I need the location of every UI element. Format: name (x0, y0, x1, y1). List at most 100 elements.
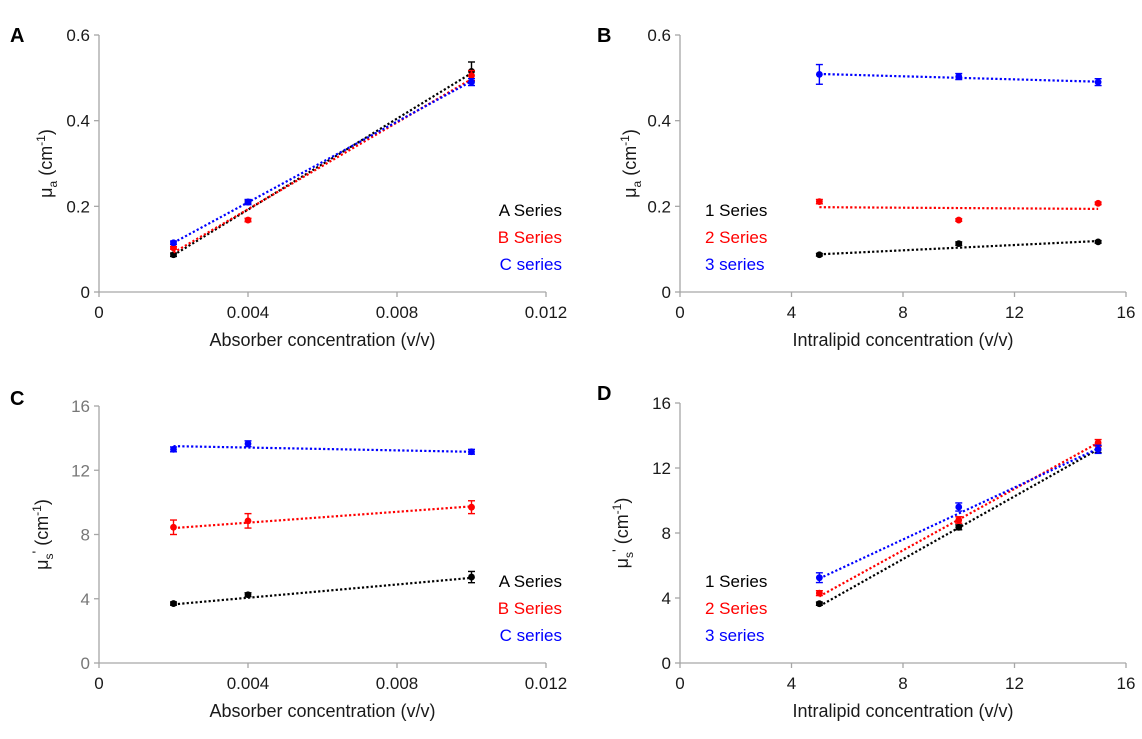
y-tick-label: 8 (662, 524, 671, 543)
y-tick-label: 0.6 (647, 26, 671, 45)
y-tick-label: 4 (81, 590, 90, 609)
y-axis-label: μa (cm-1) (34, 129, 60, 198)
trend-line (173, 445, 472, 453)
legend-entry: 3 series (705, 626, 765, 645)
x-axis-label: Intralipid concentration (v/v) (792, 330, 1013, 350)
y-tick-label: 0.4 (66, 112, 90, 131)
y-tick-label: 8 (81, 526, 90, 545)
y-tick-label: 0.2 (647, 197, 671, 216)
y-tick-label: 12 (652, 459, 671, 478)
y-axis-label-subscript: s (622, 552, 636, 558)
y-axis-label-unit-exponent: -1 (30, 505, 44, 516)
y-tick-label: 4 (662, 589, 671, 608)
panel-c: C 0 4 8 12 16 0 0.004 0.008 0.012 Absorber concent… (10, 388, 567, 721)
y-tick-label: 0 (662, 283, 671, 302)
x-tick-label: 8 (898, 303, 907, 322)
data-point (170, 239, 177, 247)
data-point (244, 216, 252, 224)
data-point (1094, 439, 1102, 447)
x-tick-label: 12 (1005, 674, 1024, 693)
data-point (244, 517, 252, 525)
data-point (170, 445, 177, 453)
y-axis-label-unit-close: ) (612, 498, 632, 504)
panel-letter: B (597, 25, 611, 47)
data-point (955, 523, 963, 531)
x-axis-label: Intralipid concentration (v/v) (792, 701, 1013, 721)
data-point (1094, 445, 1102, 453)
y-tick-label: 0.2 (66, 197, 90, 216)
y-axis-label-prime: ' (29, 551, 45, 554)
series-2 (815, 438, 1102, 598)
data-point (815, 574, 823, 582)
series-2 (815, 198, 1102, 224)
data-point (170, 251, 177, 259)
y-axis-label-prime: ' (609, 549, 625, 552)
data-point (244, 591, 252, 599)
data-point (955, 73, 963, 80)
data-point (955, 240, 963, 247)
data-point (815, 251, 823, 259)
data-point (244, 440, 252, 448)
x-tick-label: 0.012 (525, 303, 568, 322)
data-point (815, 589, 823, 597)
x-tick-label: 0 (675, 674, 684, 693)
x-tick-label: 4 (787, 303, 796, 322)
data-point (955, 216, 963, 224)
y-tick-label: 0.4 (647, 112, 671, 131)
data-point (170, 244, 177, 252)
panel-letter: D (597, 383, 611, 405)
legend-entry: 1 Series (705, 572, 767, 591)
series-2 (170, 500, 475, 536)
y-axis-label-subscript: a (46, 180, 60, 187)
y-axis-label: μa (cm-1) (618, 129, 644, 198)
x-tick-label: 8 (898, 674, 907, 693)
data-point (170, 523, 177, 531)
legend-entry: A Series (499, 201, 562, 220)
legend-entry: B Series (498, 228, 562, 247)
panel-letter: C (10, 388, 24, 410)
x-tick-label: 0.012 (525, 674, 568, 693)
series-3 (815, 63, 1102, 87)
data-point (1094, 199, 1102, 207)
legend-entry: 2 Series (705, 228, 767, 247)
series-3 (170, 77, 475, 247)
trend-line (819, 206, 1099, 211)
y-axis-label-symbol: μ (36, 187, 56, 197)
legend-entry: B Series (498, 599, 562, 618)
trend-line (818, 447, 1099, 580)
panel-d: D 0 4 8 12 16 0 4 8 12 16 Intralipid concentration … (597, 383, 1135, 721)
y-axis-label-unit-exponent: -1 (34, 135, 48, 146)
y-axis-label-unit-close: ) (36, 129, 56, 135)
legend-entry: A Series (499, 572, 562, 591)
x-axis-label: Absorber concentration (v/v) (209, 330, 435, 350)
y-axis-label-unit-exponent: -1 (610, 503, 624, 514)
y-axis-label-symbol: μ (620, 187, 640, 197)
legend-entry: C series (500, 626, 562, 645)
trend-line (172, 72, 473, 257)
data-point (1094, 238, 1102, 246)
y-axis-label-subscript: a (630, 180, 644, 187)
series-1 (170, 570, 475, 607)
legend-entry: C series (500, 255, 562, 274)
data-point (468, 503, 475, 511)
data-point (468, 72, 475, 80)
y-axis-label-unit: (cm (612, 514, 632, 549)
y-tick-label: 0.6 (66, 26, 90, 45)
data-point (815, 198, 823, 206)
legend-entry: 2 Series (705, 599, 767, 618)
x-tick-label: 0.004 (227, 303, 270, 322)
x-tick-label: 16 (1117, 674, 1136, 693)
x-tick-label: 0 (94, 674, 103, 693)
y-axis-label: μs' (cm-1) (609, 498, 636, 569)
trend-line (173, 505, 472, 530)
data-point (170, 600, 177, 607)
series-1 (815, 238, 1102, 259)
y-axis-label-unit-close: ) (32, 499, 52, 505)
series-3 (815, 444, 1102, 584)
series-1 (815, 445, 1102, 608)
panel-b: B 0 0.2 0.4 0.6 0 4 8 12 16 Intralipid concentrati… (597, 25, 1135, 350)
x-axis-label: Absorber concentration (v/v) (209, 701, 435, 721)
x-tick-label: 0 (94, 303, 103, 322)
y-axis-label-unit-close: ) (620, 129, 640, 135)
